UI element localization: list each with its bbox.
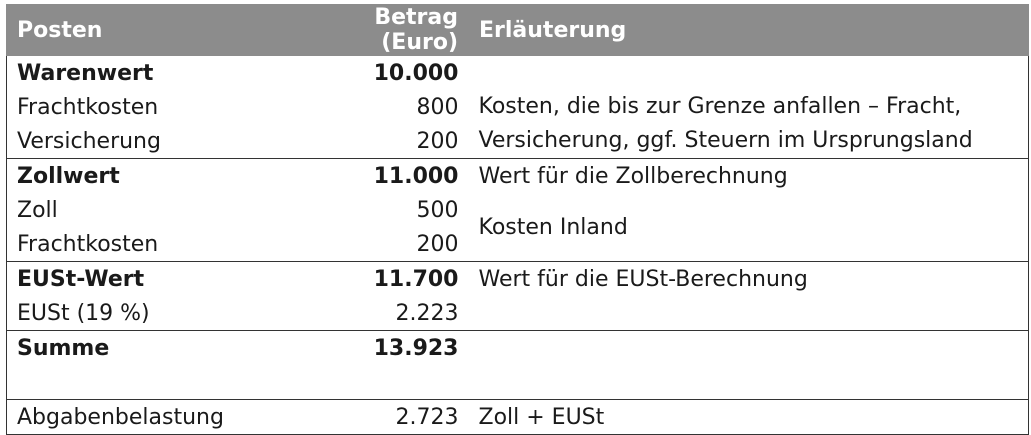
table-row: Frachtkosten 800 Kosten, die bis zur Gre… [6, 90, 1029, 124]
table-row: Abgabenbelastung 2.723 Zoll + EUSt [6, 399, 1029, 435]
row-value: 10.000 [282, 55, 469, 90]
row-label: Zoll [6, 193, 283, 227]
row-note: Wert für die Zollberechnung [468, 158, 1029, 193]
row-value: 500 [416, 197, 459, 223]
row-note: Kosten, die bis zur Grenze anfallen – Fr… [468, 90, 1029, 124]
row-note: Zoll + EUSt [468, 399, 1029, 435]
row-label: Abgabenbelastung [6, 399, 283, 435]
row-note [468, 330, 1029, 365]
row-label: Frachtkosten [6, 227, 283, 262]
customs-calculation-table: Posten Betrag (Euro) Erläuterung Warenwe… [6, 4, 1029, 435]
row-value: 800 [416, 94, 459, 120]
row-note: Kosten Inland [468, 193, 1029, 262]
table-row: EUSt-Wert 11.700 Wert für die EUSt-Berec… [6, 261, 1029, 296]
row-label: Warenwert [6, 55, 283, 90]
header-posten: Posten [6, 4, 283, 56]
row-value: 11.700 [282, 261, 469, 296]
row-note: Versicherung, ggf. Steuern im Ursprungsl… [468, 124, 1029, 159]
table-row: Zoll 500 Kosten Inland [6, 193, 1029, 262]
row-label: EUSt (19 %) [6, 296, 283, 331]
table-row: Warenwert 10.000 [6, 55, 1029, 90]
row-value: 11.000 [282, 158, 469, 193]
row-label: EUSt-Wert [6, 261, 283, 296]
row-value: 200 [416, 231, 459, 257]
row-note [468, 55, 1029, 90]
row-label: Frachtkosten [6, 90, 283, 124]
row-label: Zollwert [6, 158, 283, 193]
header-erlaeuterung: Erläuterung [468, 4, 1029, 56]
row-note: Wert für die EUSt-Berechnung [468, 261, 1029, 296]
row-value: 13.923 [282, 330, 469, 365]
header-betrag: Betrag (Euro) [282, 4, 469, 56]
row-label: Summe [6, 330, 283, 365]
spacer-cell [283, 365, 469, 400]
row-value: 2.723 [282, 399, 469, 435]
table-row: EUSt (19 %) 2.223 [6, 296, 1029, 331]
table-row: Versicherung 200 Versicherung, ggf. Steu… [6, 124, 1029, 159]
spacer-cell [6, 365, 283, 400]
table-row: Zollwert 11.000 Wert für die Zollberechn… [6, 158, 1029, 193]
row-note [468, 296, 1029, 331]
table-row: Frachtkosten 200 [6, 227, 1029, 262]
spacer-cell [468, 365, 1029, 400]
row-value: 200 [416, 128, 459, 154]
table-row-spacer [6, 365, 1029, 400]
row-label: Versicherung [6, 124, 283, 159]
table-header-row: Posten Betrag (Euro) Erläuterung [6, 4, 1029, 56]
table-row: Summe 13.923 [6, 330, 1029, 365]
row-value: 2.223 [395, 300, 459, 326]
